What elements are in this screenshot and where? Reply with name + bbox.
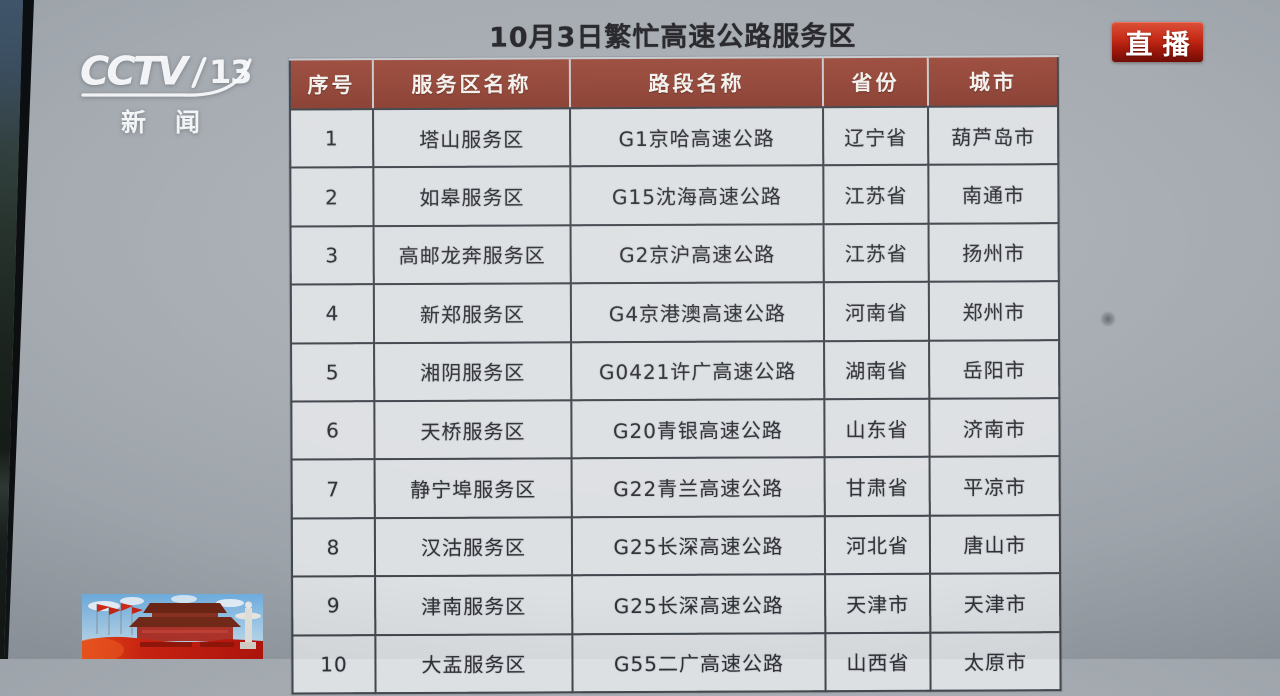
table-cell: 汉沽服务区 [374,517,573,577]
table-cell: 甘肃省 [824,457,930,516]
table-cell: 葫芦岛市 [928,106,1059,166]
table-cell: G0421许广高速公路 [571,340,825,401]
table-cell: 天津市 [825,573,931,633]
table-cell: G4京港澳高速公路 [570,282,825,342]
table-row: 2 如皋服务区 G15沈海高速公路 江苏省 南通市 [290,164,1059,227]
table-cell: 大盂服务区 [375,633,573,694]
table-cell: G20青银高速公路 [571,399,825,459]
table-cell: 河北省 [824,515,931,575]
table-cell: 扬州市 [928,222,1059,282]
table-row: 4 新郑服务区 G4京港澳高速公路 河南省 郑州市 [290,281,1060,344]
table-cell: 如皋服务区 [373,166,571,226]
table-cell: 5 [291,342,375,402]
table-cell: 湘阴服务区 [374,341,572,402]
cctv-channel-bug: CCTV 13 新闻 [80,49,270,139]
table-row: 7 静宁埠服务区 G22青兰高速公路 甘肃省 平凉市 [291,456,1060,519]
column-header: 路段名称 [569,57,824,109]
table-cell: 3 [290,225,374,285]
table-row: 6 天桥服务区 G20青银高速公路 山东省 济南市 [291,398,1060,460]
live-badge: 直播 [1112,22,1203,62]
table-cell: G25长深高速公路 [571,515,826,576]
table-cell: 2 [290,167,374,227]
table-cell: 湖南省 [824,340,930,400]
table-cell: 8 [291,517,376,577]
tiananmen-illustration-icon [82,594,263,659]
table-cell: 唐山市 [929,514,1061,574]
table-cell: 山西省 [825,632,931,692]
table-cell: 山东省 [824,398,930,458]
table-cell: 辽宁省 [823,106,929,166]
table-cell: 郑州市 [928,281,1060,341]
cctv-logo-text: CCTV [80,49,188,95]
table-cell: 江苏省 [823,223,929,283]
table-cell: G55二广高速公路 [572,632,826,693]
table-cell: 天桥服务区 [374,400,572,460]
table-cell: G15沈海高速公路 [570,165,824,226]
table-row: 3 高邮龙奔服务区 G2京沪高速公路 江苏省 扬州市 [290,222,1059,285]
table-cell: G1京哈高速公路 [570,107,824,167]
header-row: 序号 服务区名称 路段名称 省份 城市 [289,56,1059,110]
table-cell: 新郑服务区 [373,283,572,343]
table-cell: 江苏省 [823,165,929,224]
service-area-table: 序号 服务区名称 路段名称 省份 城市 1 塔山服务区 G1京哈高速公路 辽宁省 葫芦岛市 2 如皋… [288,55,1062,695]
table-cell: 天津市 [930,573,1061,633]
table-cell: 南通市 [928,164,1059,224]
column-header: 服务区名称 [372,58,571,110]
table-cell: 平凉市 [929,456,1060,516]
tiananmen-graphic [82,594,263,659]
table-row: 9 津南服务区 G25长深高速公路 天津市 天津市 [292,573,1061,636]
table-cell: G22青兰高速公路 [571,457,825,518]
table-cell: 河南省 [823,281,930,341]
table-row: 1 塔山服务区 G1京哈高速公路 辽宁省 葫芦岛市 [290,106,1059,168]
slide-title: 10月3日繁忙高速公路服务区 [488,21,857,54]
table-cell: 岳阳市 [929,339,1060,399]
table-cell: 9 [292,576,376,636]
table-cell: G25长深高速公路 [572,574,826,634]
table-row: 8 汉沽服务区 G25长深高速公路 河北省 唐山市 [291,514,1061,577]
table-cell: 太原市 [930,631,1061,691]
table-cell: 塔山服务区 [373,108,571,168]
table-cell: 6 [291,401,375,460]
table-cell: G2京沪高速公路 [570,223,824,284]
table-cell: 1 [290,109,374,168]
table-cell: 津南服务区 [375,575,573,635]
cctv-logo-subtitle: 新闻 [121,108,230,137]
cctv-swoosh-icon [81,58,252,97]
table-cell: 静宁埠服务区 [374,458,572,518]
table-cell: 7 [291,459,375,519]
column-header: 序号 [289,59,374,110]
live-badge-label: 直播 [1125,29,1200,61]
table-cell: 4 [290,284,375,344]
table-cell: 济南市 [929,398,1060,458]
screen-smudge [1100,311,1116,327]
table-cell: 10 [292,634,376,694]
column-header: 省份 [822,56,929,108]
table-row: 10 大盂服务区 G55二广高速公路 山西省 太原市 [292,631,1061,694]
table-row: 5 湘阴服务区 G0421许广高速公路 湖南省 岳阳市 [291,339,1060,402]
table-cell: 高邮龙奔服务区 [373,225,571,285]
column-header: 城市 [927,56,1059,107]
